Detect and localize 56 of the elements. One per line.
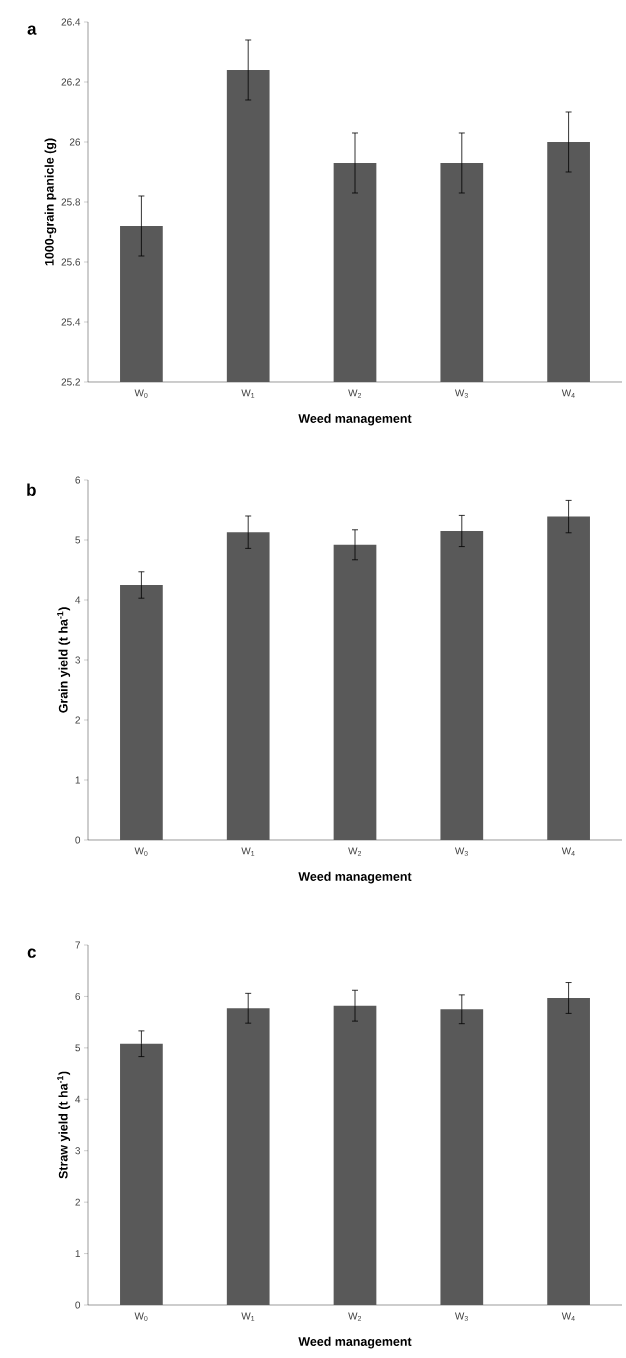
y-tick-label: 25.4 [61, 318, 81, 326]
bar [120, 1043, 163, 1305]
y-tick-label: 4 [75, 1095, 81, 1103]
x-axis-title: Weed management [298, 413, 412, 426]
y-axis-title: 1000-grain panicle (g) [44, 138, 57, 266]
x-tick-label: W$_{0}$ [134, 1312, 148, 1321]
y-tick-label: 26.2 [61, 78, 80, 86]
y-tick-label: 3 [75, 1147, 81, 1155]
x-tick-label: W$_{0}$ [134, 389, 148, 398]
y-tick-label: 1 [75, 776, 80, 784]
chart-title: a [27, 25, 37, 35]
bar [333, 544, 377, 840]
x-axis-title: Weed management [298, 871, 412, 884]
y-tick-label: 1 [75, 1250, 80, 1257]
bar [547, 997, 590, 1305]
y-tick-label: 7 [75, 941, 80, 949]
x-tick-label: W$_{1}$ [241, 1312, 255, 1321]
x-axis-title: Weed management [298, 1336, 412, 1349]
y-axis-title: Straw yield (t ha$^{-1}$) [57, 1071, 71, 1179]
y-tick-label: 6 [75, 992, 81, 1000]
y-tick-label: 5 [75, 536, 81, 544]
y-tick-label: 4 [75, 596, 81, 604]
x-tick-label: W$_{3}$ [454, 847, 468, 856]
y-tick-label: 26.4 [61, 18, 81, 26]
y-tick-label: 25.8 [61, 198, 81, 206]
bar [440, 530, 484, 840]
chart-title: b [27, 483, 36, 496]
x-tick-label: W$_{1}$ [241, 389, 255, 398]
chart-title: c [27, 948, 36, 958]
y-tick-label: 5 [75, 1044, 81, 1052]
bar [120, 584, 163, 840]
x-tick-label: W$_{4}$ [561, 1312, 575, 1321]
x-tick-label: W$_{3}$ [454, 1312, 468, 1321]
y-tick-label: 0 [75, 836, 81, 844]
y-tick-label: 6 [75, 476, 81, 484]
y-tick-label: 26 [69, 138, 81, 146]
bar [333, 1005, 377, 1305]
y-axis-title: Grain yield (t ha$^{-1}$) [57, 607, 71, 713]
x-tick-label: W$_{2}$ [348, 1312, 362, 1321]
x-tick-label: W$_{4}$ [561, 389, 575, 398]
bar [440, 1009, 484, 1305]
y-tick-label: 2 [75, 716, 80, 724]
x-tick-label: W$_{0}$ [134, 847, 148, 856]
y-tick-label: 25.6 [61, 258, 81, 266]
x-tick-label: W$_{1}$ [241, 847, 255, 856]
y-tick-label: 25.2 [61, 378, 80, 386]
bar [547, 516, 590, 840]
x-tick-label: W$_{3}$ [454, 389, 468, 398]
x-tick-label: W$_{4}$ [561, 847, 575, 856]
y-tick-label: 2 [75, 1198, 80, 1206]
bar [226, 1008, 270, 1305]
y-tick-label: 0 [75, 1301, 81, 1309]
y-tick-label: 3 [75, 656, 81, 664]
bar [226, 532, 270, 840]
x-tick-label: W$_{2}$ [348, 389, 362, 398]
x-tick-label: W$_{2}$ [348, 847, 362, 856]
